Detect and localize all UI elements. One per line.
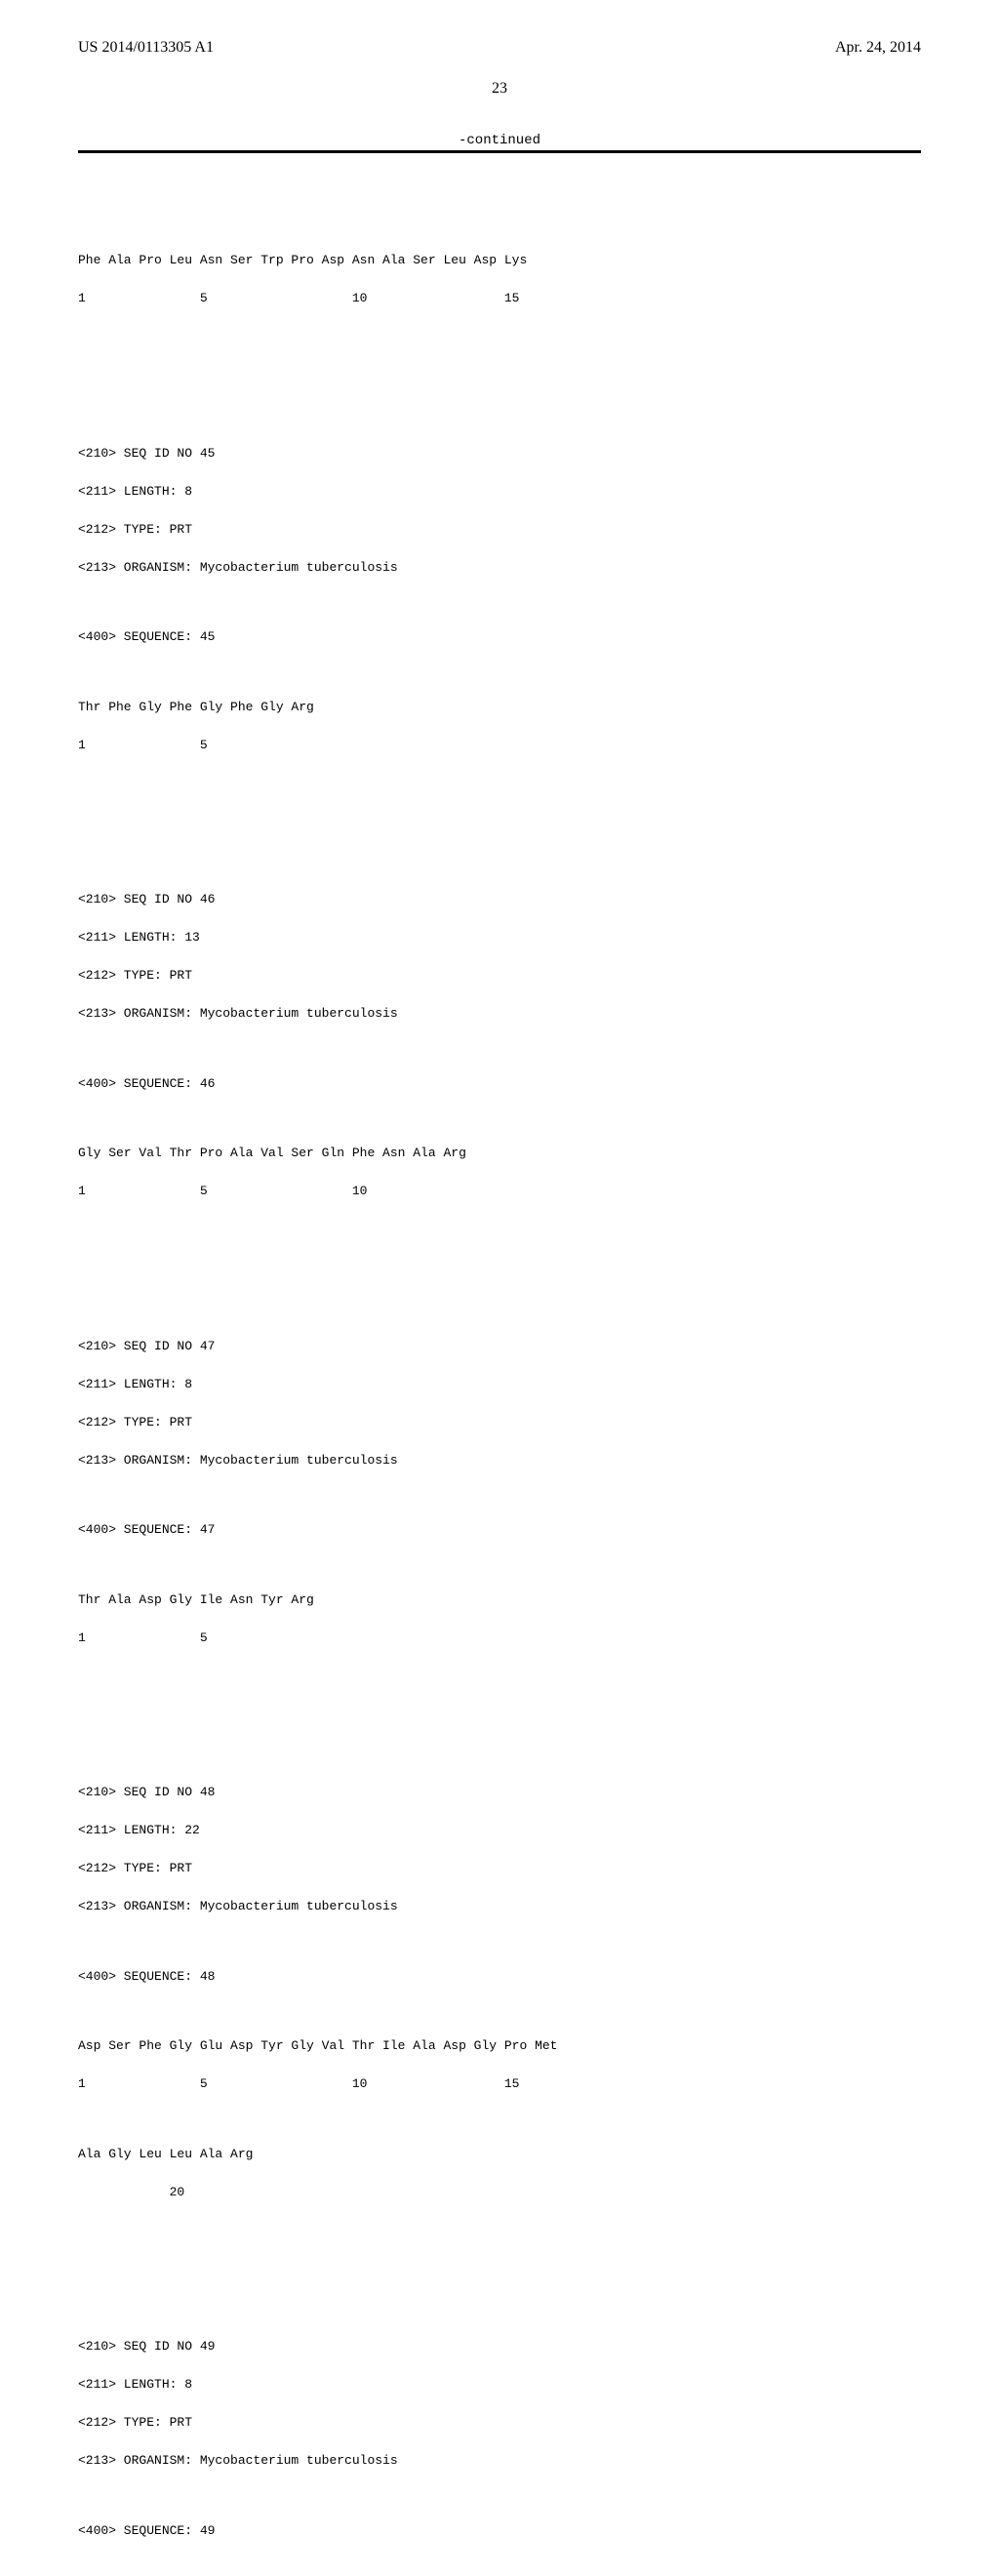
seq-header: <400> SEQUENCE: 46 [78, 1074, 921, 1094]
seq-header: <400> SEQUENCE: 47 [78, 1520, 921, 1540]
seq-id: <210> SEQ ID NO 48 [78, 1783, 921, 1802]
seq-header: <400> SEQUENCE: 48 [78, 1967, 921, 1987]
horizontal-rule [78, 150, 921, 153]
spacer [78, 1558, 921, 1571]
seq-header: <400> SEQUENCE: 45 [78, 627, 921, 647]
seq-organism: <213> ORGANISM: Mycobacterium tuberculos… [78, 1451, 921, 1470]
page-header: US 2014/0113305 A1 Apr. 24, 2014 [78, 39, 921, 57]
spacer [78, 1935, 921, 1948]
spacer [78, 1489, 921, 1502]
residues-line: Gly Ser Val Thr Pro Ala Val Ser Gln Phe … [78, 1144, 921, 1163]
spacer [78, 2559, 921, 2572]
seq-type: <212> TYPE: PRT [78, 1859, 921, 1878]
seq-id: <210> SEQ ID NO 45 [78, 444, 921, 463]
seq-organism: <213> ORGANISM: Mycobacterium tuberculos… [78, 558, 921, 578]
patent-page: US 2014/0113305 A1 Apr. 24, 2014 23 -con… [0, 0, 999, 1288]
spacer [78, 2489, 921, 2502]
seq-length: <211> LENGTH: 8 [78, 482, 921, 502]
numbers-line: 20 [78, 2183, 921, 2202]
seq-type: <212> TYPE: PRT [78, 2413, 921, 2433]
sequence-tail-44: Phe Ala Pro Leu Asn Ser Trp Pro Asp Asn … [78, 232, 921, 346]
residues-line: Phe Ala Pro Leu Asn Ser Trp Pro Asp Asn … [78, 251, 921, 270]
seq-id: <210> SEQ ID NO 47 [78, 1337, 921, 1356]
seq-id: <210> SEQ ID NO 49 [78, 2337, 921, 2356]
residues-line: Thr Ala Asp Gly Ile Asn Tyr Arg [78, 1590, 921, 1610]
sequence-46: <210> SEQ ID NO 46 <211> LENGTH: 13 <212… [78, 871, 921, 1239]
numbers-line: 1 5 10 [78, 1182, 921, 1201]
seq-type: <212> TYPE: PRT [78, 1413, 921, 1432]
residues-line: Asp Ser Phe Gly Glu Asp Tyr Gly Val Thr … [78, 2036, 921, 2056]
numbers-line: 1 5 10 15 [78, 2074, 921, 2094]
spacer [78, 1042, 921, 1055]
sequence-49: <210> SEQ ID NO 49 <211> LENGTH: 8 <212>… [78, 2318, 921, 2576]
spacer [78, 2005, 921, 2018]
sequence-47: <210> SEQ ID NO 47 <211> LENGTH: 8 <212>… [78, 1317, 921, 1685]
seq-organism: <213> ORGANISM: Mycobacterium tuberculos… [78, 1004, 921, 1024]
spacer [78, 665, 921, 678]
sequence-listing: Phe Ala Pro Leu Asn Ser Trp Pro Asp Asn … [78, 175, 921, 2576]
spacer [78, 596, 921, 609]
numbers-line: 1 5 [78, 1629, 921, 1648]
seq-header: <400> SEQUENCE: 49 [78, 2521, 921, 2541]
seq-organism: <213> ORGANISM: Mycobacterium tuberculos… [78, 2451, 921, 2471]
spacer [78, 2113, 921, 2125]
publication-date: Apr. 24, 2014 [835, 39, 921, 57]
seq-length: <211> LENGTH: 8 [78, 1375, 921, 1394]
sequence-45: <210> SEQ ID NO 45 <211> LENGTH: 8 <212>… [78, 424, 921, 792]
seq-organism: <213> ORGANISM: Mycobacterium tuberculos… [78, 1897, 921, 1916]
residues-line: Thr Phe Gly Phe Gly Phe Gly Arg [78, 698, 921, 717]
seq-length: <211> LENGTH: 8 [78, 2375, 921, 2395]
spacer [78, 1112, 921, 1125]
seq-id: <210> SEQ ID NO 46 [78, 890, 921, 909]
numbers-line: 1 5 [78, 736, 921, 755]
numbers-line: 1 5 10 15 [78, 289, 921, 308]
seq-type: <212> TYPE: PRT [78, 966, 921, 986]
seq-length: <211> LENGTH: 13 [78, 928, 921, 947]
residues-line: Ala Gly Leu Leu Ala Arg [78, 2145, 921, 2164]
seq-type: <212> TYPE: PRT [78, 520, 921, 540]
publication-number: US 2014/0113305 A1 [78, 39, 214, 57]
seq-length: <211> LENGTH: 22 [78, 1821, 921, 1840]
continued-label: -continued [78, 133, 921, 148]
page-number: 23 [78, 80, 921, 98]
sequence-48: <210> SEQ ID NO 48 <211> LENGTH: 22 <212… [78, 1764, 921, 2240]
